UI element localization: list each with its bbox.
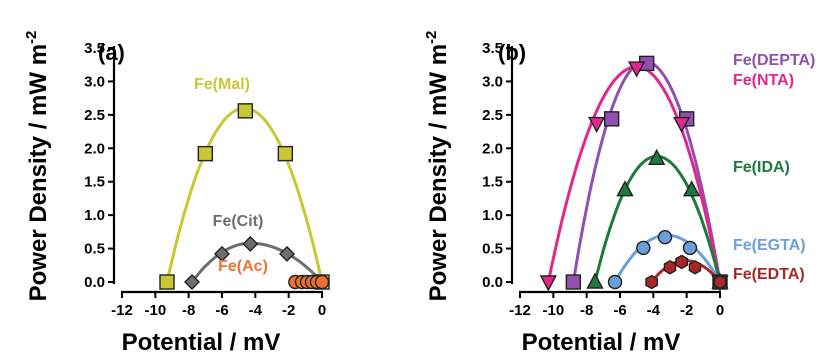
panel-a-plot: 0.0 0.5 1.0 1.5 2.0 2.5 3.0 3.5 -12 -10 -8 -6 -4 -2 0 F… [84, 40, 330, 319]
panel-a-series-0-point [159, 274, 175, 290]
panel-b-series-4-point [645, 274, 658, 290]
panel-a-x-tick-label: -4 [249, 302, 263, 319]
panel-a-fit-curve-0 [165, 106, 324, 283]
panel-b-series-2-point [682, 180, 701, 197]
panel-b-y-title: Power Density / mW m-2 [423, 31, 452, 302]
panel-a-y-tick-label: 3.0 [84, 73, 105, 90]
panel-b-x-tick-label: -4 [647, 302, 661, 319]
panel-b-x-title: Potential / mV [522, 329, 681, 356]
panel-b-series-0-point [565, 274, 582, 290]
panel-a-y-tick-label: 0.0 [84, 274, 105, 291]
panel-b-plot: 0.0 0.5 1.0 1.5 2.0 2.5 3.0 3.5 -12 -10 -8 -6 -4 -2 0 F… [482, 40, 815, 319]
panel-a-letter: (a) [98, 40, 125, 65]
panel-b-y-tick-label: 3.0 [482, 73, 503, 90]
panel-b-y-tick-label: 1.0 [482, 207, 503, 224]
panel-b: (b) Power Density / mW m-2 Potential / m… [423, 31, 815, 356]
panel-a-y-tick-label: 3.5 [84, 40, 105, 57]
panel-a-x-tick-label: 0 [318, 302, 326, 319]
panel-a-series-0-point [237, 103, 254, 119]
panel-b-series-3-point [657, 230, 673, 245]
panel-b-y-tick-label: 2.0 [482, 140, 503, 157]
svg-text:Power Density / mW m-2: Power Density / mW m-2 [23, 31, 52, 302]
panel-b-series-label: Fe(DEPTA) [733, 52, 815, 69]
panel-b-y-title-text: Power Density / mW m [425, 44, 452, 301]
panel-a-series-label: Fe(Ac) [218, 258, 268, 275]
panel-a-y-tick-label: 2.5 [84, 107, 105, 124]
panel-a-series-label: Fe(Cit) [213, 213, 264, 230]
panel-b-y-tick-label: 0.0 [482, 274, 503, 291]
panel-b-series-0-point [603, 111, 620, 127]
panel-a-x-tick-label: -6 [215, 302, 228, 319]
panel-a: (a) Power Density / mW m-2 Potential / m… [23, 31, 330, 356]
panel-b-series-4-point [713, 274, 727, 290]
panel-a-series-1-point [184, 274, 200, 290]
panel-a-x-title: Potential / mV [122, 329, 281, 356]
panel-a-x-tick-label: -10 [144, 302, 166, 319]
panel-b-x-tick-label: -12 [509, 302, 531, 319]
panel-b-fit-curve-2 [593, 154, 722, 283]
panel-b-series-2-point [616, 180, 634, 197]
panel-a-series-1-point [279, 245, 295, 262]
panel-a-series-2-point [314, 274, 330, 290]
panel-a-x-tick-label: -12 [111, 302, 133, 319]
panel-b-series-4-point [675, 254, 688, 270]
panel-b-x-tick-label: -10 [542, 302, 564, 319]
panel-a-series-1-point [214, 245, 230, 262]
panel-b-y-title-sup: -2 [423, 31, 440, 44]
panel-b-series-1-point [539, 275, 558, 292]
panel-b-series-label: Fe(EDTA) [733, 266, 805, 283]
panel-a-y-title-sup: -2 [23, 31, 40, 44]
panel-a-series-0-point [277, 145, 294, 162]
panel-b-series-label: Fe(EGTA) [733, 237, 806, 254]
panel-b-x-tick-label: 0 [716, 302, 724, 319]
panel-b-series-3-point [682, 240, 698, 256]
panel-a-y-title-text: Power Density / mW m [25, 44, 52, 301]
svg-text:Power Density / mW m-2: Power Density / mW m-2 [423, 31, 452, 302]
panel-b-series-3-point [636, 240, 651, 256]
panel-a-y-title: Power Density / mW m-2 [23, 31, 52, 302]
panel-b-x-tick-label: -8 [580, 302, 593, 319]
panel-a-series-0-point [197, 145, 214, 162]
panel-a-y-tick-label: 0.5 [84, 241, 105, 258]
panel-b-series-label: Fe(NTA) [733, 72, 794, 89]
panel-b-series-1-point [587, 116, 606, 134]
panel-b-series-2-point [586, 272, 604, 289]
panel-a-y-tick-label: 1.5 [84, 174, 105, 191]
panel-a-y-tick-label: 1.0 [84, 207, 105, 224]
panel-b-x-tick-label: -6 [613, 302, 626, 319]
panel-a-y-tick-label: 2.0 [84, 140, 105, 157]
panel-b-series-1-point [672, 116, 691, 134]
panel-b-series-3-point [607, 274, 623, 290]
panel-b-series-4-point [688, 259, 702, 275]
panel-b-series-label: Fe(IDA) [733, 159, 790, 176]
panel-a-series-1-point [242, 235, 259, 252]
panel-b-series-4-point [663, 259, 677, 275]
panel-b-y-tick-label: 2.5 [482, 107, 503, 124]
panel-a-x-tick-label: -8 [182, 302, 195, 319]
panel-b-y-tick-label: 1.5 [482, 174, 503, 191]
panel-b-series-2-point [647, 148, 666, 166]
panel-b-y-tick-label: 0.5 [482, 241, 503, 258]
panel-b-series-1-point [627, 61, 646, 78]
panel-b-x-tick-label: -2 [680, 302, 693, 319]
panel-a-x-tick-label: -2 [282, 302, 295, 319]
panel-b-y-tick-label: 3.5 [482, 40, 503, 57]
panel-a-series-label: Fe(Mal) [194, 76, 250, 93]
